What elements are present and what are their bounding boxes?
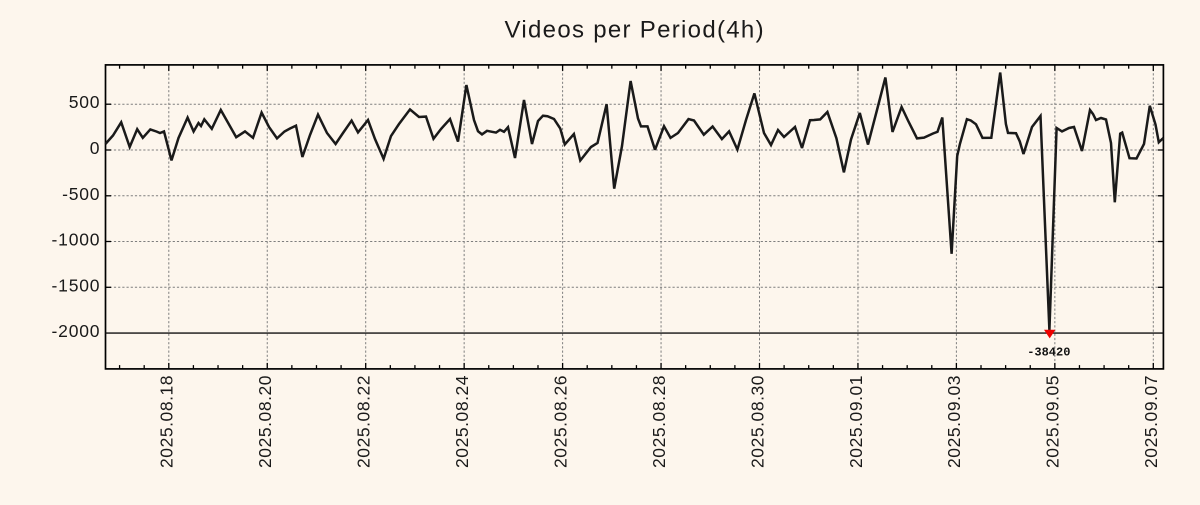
svg-text:2025.09.05: 2025.09.05 — [1043, 375, 1063, 468]
svg-text:-1000: -1000 — [52, 230, 101, 250]
svg-text:2025.08.20: 2025.08.20 — [255, 375, 275, 468]
svg-text:0: 0 — [90, 138, 101, 158]
svg-text:2025.08.30: 2025.08.30 — [747, 375, 767, 468]
svg-text:2025.08.24: 2025.08.24 — [452, 375, 472, 468]
svg-text:2025.09.01: 2025.09.01 — [846, 375, 866, 468]
svg-text:-2000: -2000 — [52, 321, 101, 341]
svg-text:Videos per Period(4h): Videos per Period(4h) — [505, 17, 765, 44]
svg-text:2025.08.18: 2025.08.18 — [157, 375, 177, 468]
svg-text:2025.09.07: 2025.09.07 — [1141, 375, 1161, 468]
svg-text:500: 500 — [69, 92, 101, 112]
svg-text:-500: -500 — [62, 184, 100, 204]
svg-text:-38420: -38420 — [1027, 346, 1070, 360]
svg-text:2025.09.03: 2025.09.03 — [944, 375, 964, 468]
svg-text:-1500: -1500 — [52, 275, 101, 295]
svg-text:2025.08.22: 2025.08.22 — [354, 375, 374, 468]
svg-text:2025.08.26: 2025.08.26 — [550, 375, 570, 468]
svg-text:2025.08.28: 2025.08.28 — [649, 375, 669, 468]
